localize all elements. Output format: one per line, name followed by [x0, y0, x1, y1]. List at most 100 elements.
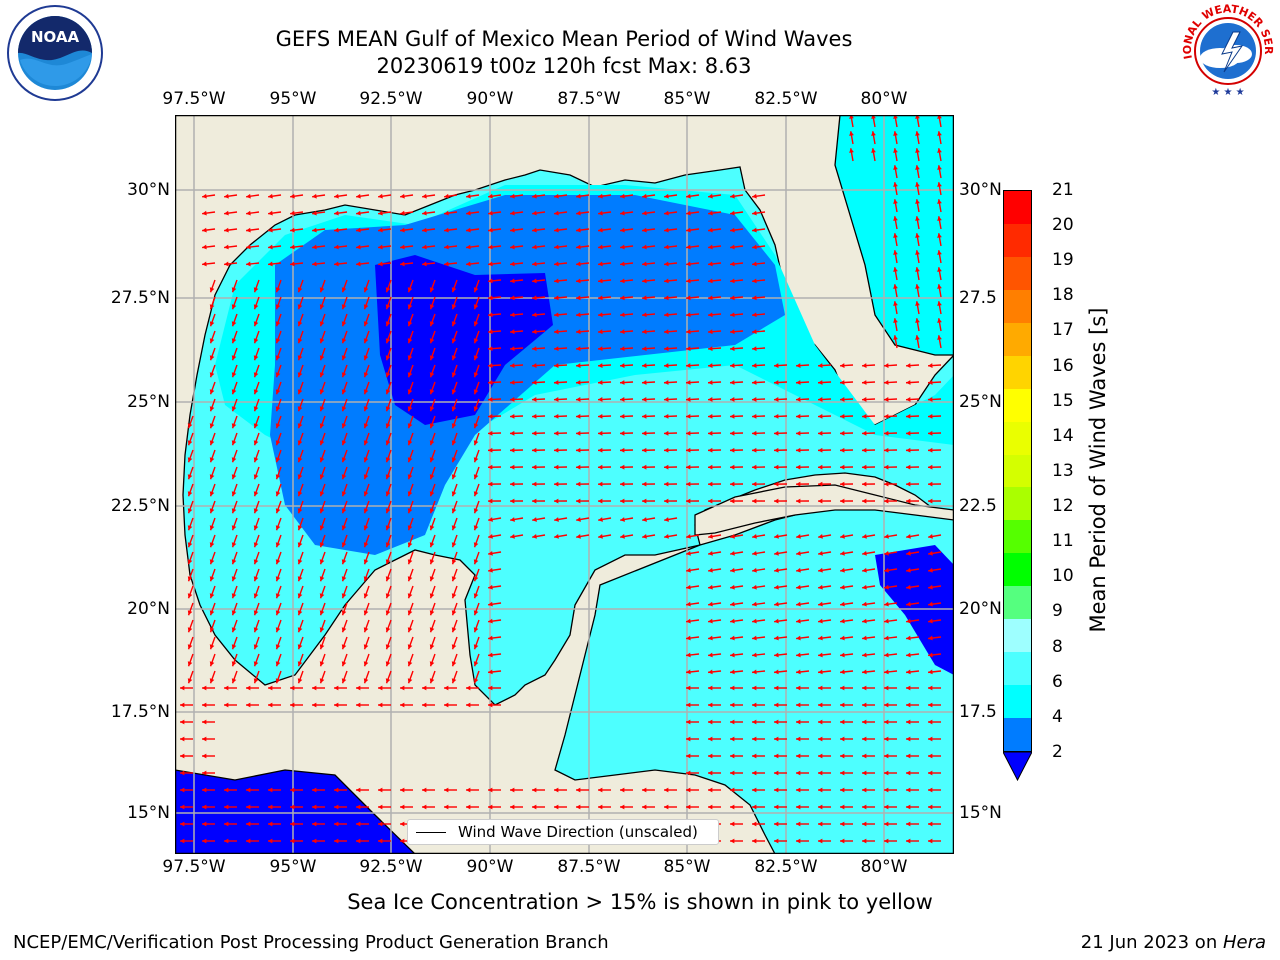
- wind-arrow-head: [862, 550, 867, 556]
- wind-arrow-head: [906, 685, 911, 691]
- wind-arrow-head: [906, 363, 911, 368]
- wind-arrow-head: [268, 821, 273, 827]
- wind-arrow-head: [444, 787, 449, 793]
- wind-arrow-head: [363, 644, 369, 650]
- wind-arrow-head: [796, 753, 801, 759]
- wind-arrow-head: [928, 821, 933, 827]
- lat-tick-right: 22.5: [959, 496, 997, 516]
- wind-arrow-head: [224, 193, 229, 199]
- wind-arrow-head: [862, 534, 867, 539]
- wind-arrow-head: [422, 193, 427, 199]
- wind-arrow-head: [341, 304, 347, 310]
- colorbar-band: [1004, 553, 1031, 587]
- wind-arrow-head: [686, 702, 691, 708]
- wind-arrow-head: [385, 287, 391, 293]
- wind-arrow-head: [664, 413, 669, 419]
- wind-arrow-head: [796, 804, 801, 810]
- wind-arrow-head: [664, 227, 669, 233]
- wind-arrow-head: [231, 355, 237, 361]
- wind-arrow-head: [400, 210, 405, 216]
- wind-arrow-head: [818, 481, 823, 487]
- wind-arrow-head: [231, 508, 237, 514]
- wind-arrow-head: [752, 210, 757, 216]
- wind-arrow-head: [319, 593, 325, 599]
- wind-arrow-head: [598, 534, 603, 539]
- wind-arrow-head: [708, 601, 713, 607]
- wind-arrow-head: [312, 193, 317, 199]
- wind-arrow-head: [319, 372, 325, 378]
- wind-arrow-head: [187, 644, 193, 650]
- wind-arrow-head: [473, 440, 479, 446]
- wind-arrow-head: [510, 210, 515, 216]
- wind-arrow-head: [488, 618, 493, 624]
- wind-arrow-head: [312, 210, 317, 216]
- wind-arrow-head: [884, 753, 889, 759]
- wind-arrow-head: [407, 457, 413, 463]
- wind-arrow-head: [796, 669, 801, 675]
- colorbar-label: Mean Period of Wind Waves [s]: [1086, 307, 1110, 633]
- wind-arrow-head: [297, 542, 303, 548]
- wind-arrow-head: [297, 474, 303, 480]
- wind-arrow-head: [730, 635, 735, 641]
- wind-arrow-head: [937, 301, 942, 306]
- wind-arrow-head: [356, 804, 361, 810]
- colorbar-tick: 11: [1052, 531, 1074, 551]
- wind-arrow-head: [385, 627, 391, 633]
- wind-arrow-head: [466, 702, 471, 708]
- wind-arrow-head: [576, 227, 581, 233]
- wind-arrow-head: [341, 389, 347, 395]
- wind-arrow-head: [620, 227, 625, 233]
- wind-arrow-head: [840, 413, 845, 419]
- wind-arrow-head: [620, 329, 625, 335]
- wind-arrow-head: [444, 193, 449, 199]
- wind-arrow-head: [378, 804, 383, 810]
- wind-arrow-head: [473, 372, 479, 378]
- wind-arrow-head: [209, 508, 215, 514]
- lat-tick-left: 30°N: [127, 180, 170, 200]
- wind-arrow-head: [473, 678, 479, 684]
- wind-arrow-head: [774, 601, 779, 607]
- wind-arrow-head: [708, 397, 713, 402]
- wind-arrow-head: [893, 301, 898, 306]
- wind-arrow-head: [554, 430, 559, 436]
- wind-arrow-head: [202, 770, 207, 776]
- wind-arrow-head: [598, 278, 603, 284]
- wind-arrow-head: [730, 481, 735, 487]
- wind-arrow-head: [209, 457, 215, 463]
- wind-arrow-head: [253, 423, 259, 429]
- wind-arrow-head: [774, 736, 779, 742]
- wind-arrow-head: [752, 652, 757, 658]
- wind-arrow-head: [451, 559, 457, 565]
- wind-arrow-head: [319, 644, 325, 650]
- wind-arrow-head: [451, 406, 457, 412]
- wind-arrow-head: [796, 534, 801, 539]
- wind-arrow-head: [451, 355, 457, 361]
- wind-arrow-head: [180, 770, 185, 776]
- colorbar-tick: 10: [1052, 566, 1074, 586]
- wind-arrow-head: [209, 661, 215, 667]
- wind-arrow-head: [246, 261, 251, 267]
- wind-arrow-head: [180, 753, 185, 759]
- wind-arrow-head: [290, 702, 295, 708]
- wind-arrow-head: [532, 380, 537, 385]
- wind-arrow-head: [818, 804, 823, 810]
- wind-arrow-head: [334, 193, 339, 199]
- wind-arrow-head: [209, 440, 215, 446]
- wind-arrow-head: [510, 346, 515, 352]
- wind-arrow-head: [576, 346, 581, 352]
- wind-arrow-head: [209, 644, 215, 650]
- wind-arrow-head: [840, 447, 845, 453]
- wind-arrow-head: [774, 550, 779, 556]
- wind-arrow-head: [928, 567, 933, 573]
- wind-arrow-head: [686, 498, 691, 504]
- wind-arrow-head: [884, 669, 889, 675]
- wind-arrow-head: [840, 464, 845, 470]
- wind-arrow-head: [862, 397, 867, 402]
- wind-arrow-head: [422, 244, 427, 250]
- wind-arrow-head: [686, 618, 691, 624]
- wind-arrow-head: [818, 584, 823, 590]
- wind-arrow-head: [297, 304, 303, 310]
- wind-arrow-head: [708, 652, 713, 658]
- wind-arrow-head: [796, 787, 801, 793]
- wind-arrow-head: [576, 261, 581, 267]
